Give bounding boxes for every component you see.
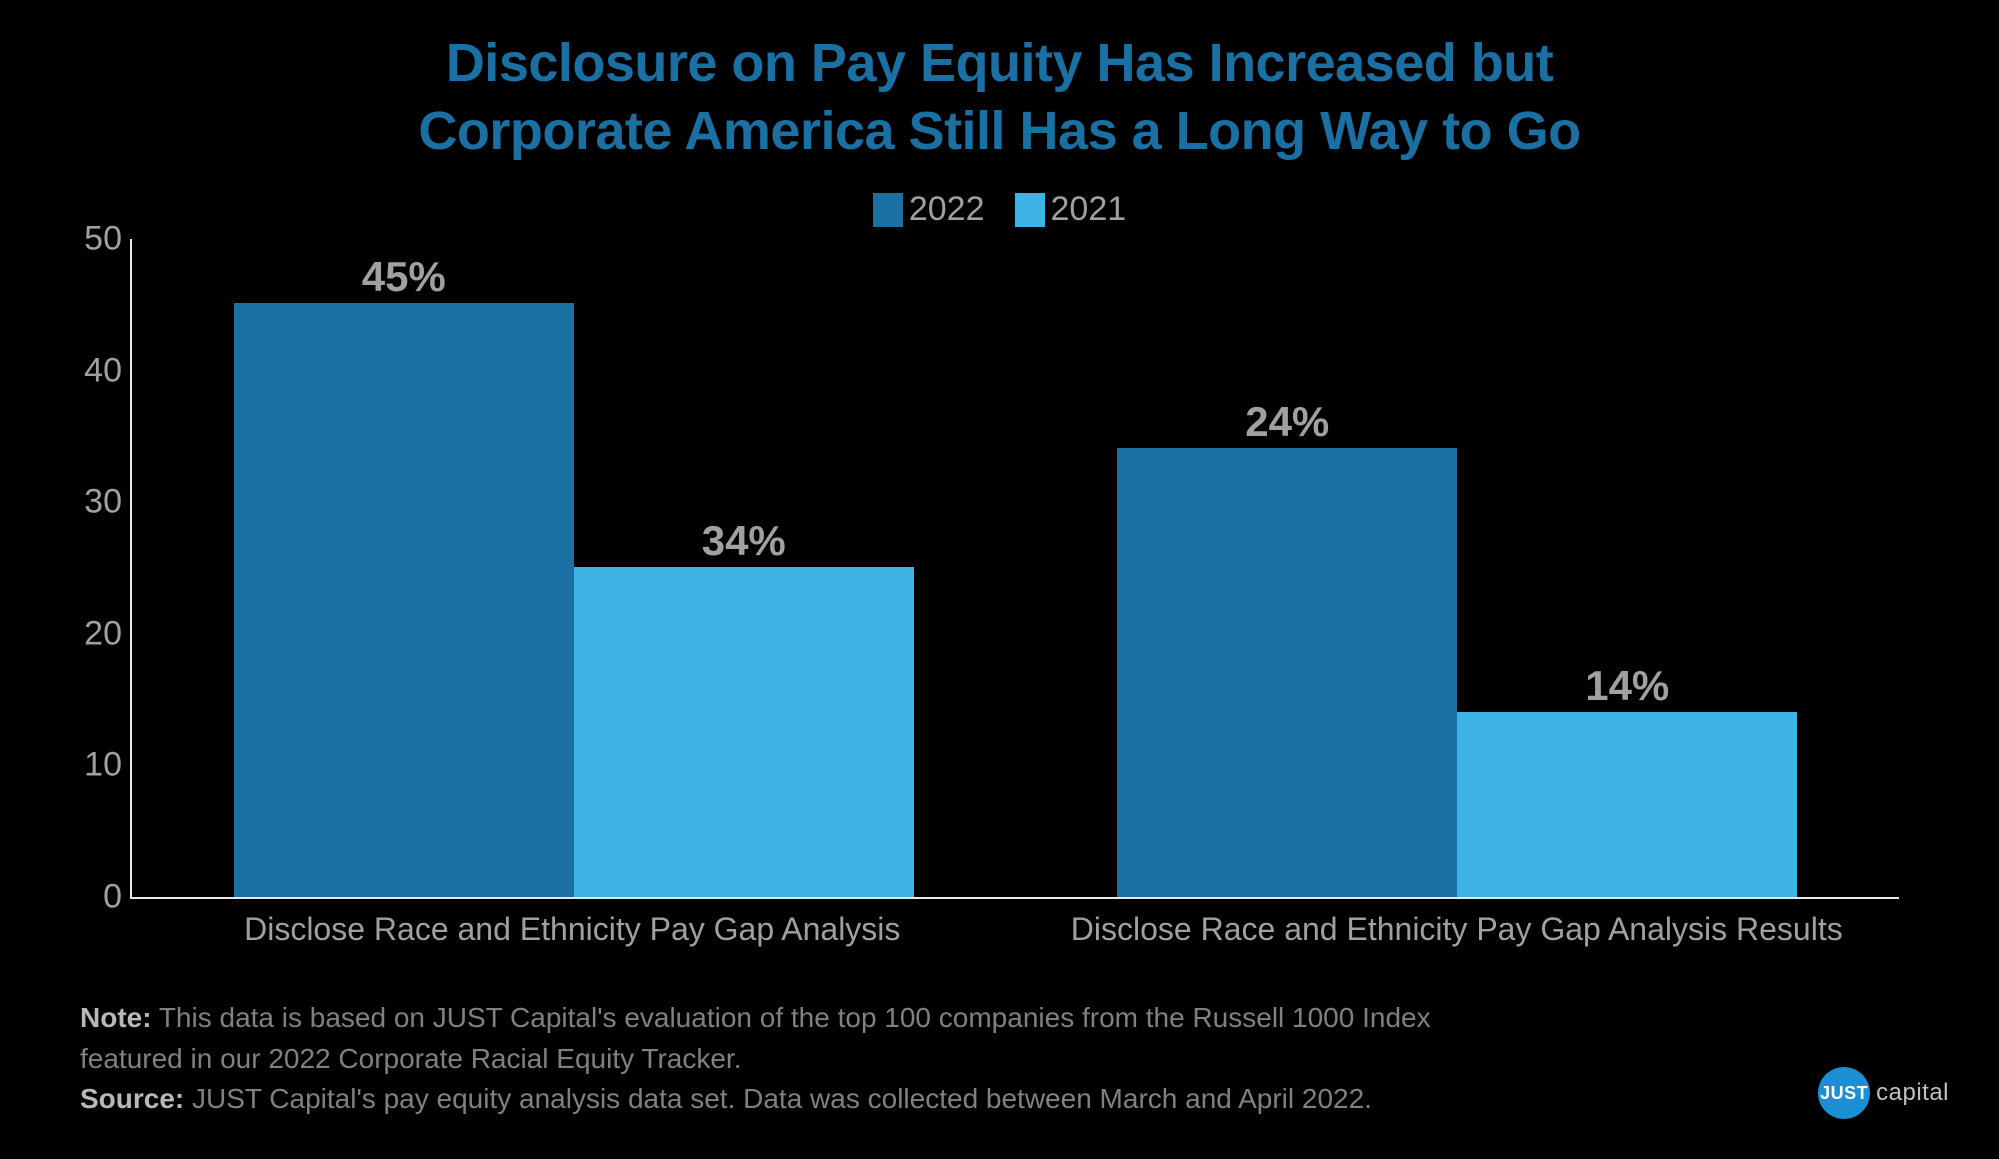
- x-label-1: Disclose Race and Ethnicity Pay Gap Anal…: [1015, 911, 1900, 948]
- bars-container: 45% 34% 24% 14%: [132, 239, 1899, 897]
- title-line-2: Corporate America Still Has a Long Way t…: [418, 101, 1580, 161]
- legend: 2022 2021: [50, 190, 1949, 229]
- legend-swatch-2022: [873, 193, 903, 227]
- y-tick-50: 50: [72, 220, 122, 259]
- note-text-1: This data is based on JUST Capital's eva…: [152, 1002, 1431, 1033]
- bar-g0-2022: 45%: [234, 303, 574, 897]
- y-tick-30: 30: [72, 483, 122, 522]
- legend-label-2021: 2021: [1051, 190, 1127, 229]
- logo-side-text: capital: [1876, 1079, 1949, 1107]
- bar-label-g0-2022: 45%: [234, 253, 574, 301]
- footer-notes: Note: This data is based on JUST Capital…: [80, 998, 1949, 1120]
- legend-item-2022: 2022: [873, 190, 985, 229]
- bar-g1-2021: 14%: [1457, 712, 1797, 897]
- title-line-1: Disclosure on Pay Equity Has Increased b…: [446, 33, 1553, 93]
- note-line-1: Note: This data is based on JUST Capital…: [80, 998, 1949, 1039]
- y-tick-0: 0: [72, 878, 122, 917]
- bar-g1-2022: 24%: [1117, 448, 1457, 897]
- note-label: Note:: [80, 1002, 152, 1033]
- bar-group-1: 24% 14%: [1016, 239, 1900, 897]
- bar-group-0: 45% 34%: [132, 239, 1016, 897]
- logo-circle-icon: JUST: [1818, 1067, 1870, 1119]
- legend-swatch-2021: [1015, 193, 1045, 227]
- y-tick-20: 20: [72, 614, 122, 653]
- chart-title: Disclosure on Pay Equity Has Increased b…: [50, 30, 1949, 165]
- source-label: Source:: [80, 1083, 184, 1114]
- x-label-0: Disclose Race and Ethnicity Pay Gap Anal…: [130, 911, 1015, 948]
- x-axis-labels: Disclose Race and Ethnicity Pay Gap Anal…: [130, 911, 1899, 948]
- bar-label-g1-2022: 24%: [1117, 398, 1457, 446]
- legend-item-2021: 2021: [1015, 190, 1127, 229]
- bar-g0-2021: 34%: [574, 567, 914, 897]
- y-tick-10: 10: [72, 746, 122, 785]
- chart-container: Disclosure on Pay Equity Has Increased b…: [0, 0, 1999, 1159]
- source-text: JUST Capital's pay equity analysis data …: [184, 1083, 1372, 1114]
- legend-label-2022: 2022: [909, 190, 985, 229]
- y-tick-40: 40: [72, 351, 122, 390]
- brand-logo: JUST capital: [1818, 1067, 1949, 1119]
- bar-label-g0-2021: 34%: [574, 517, 914, 565]
- source-line: Source: JUST Capital's pay equity analys…: [80, 1079, 1949, 1120]
- note-line-2: featured in our 2022 Corporate Racial Eq…: [80, 1039, 1949, 1080]
- plot-area: 50 40 30 20 10 0 45% 34% 24% 14%: [130, 239, 1899, 899]
- bar-label-g1-2021: 14%: [1457, 662, 1797, 710]
